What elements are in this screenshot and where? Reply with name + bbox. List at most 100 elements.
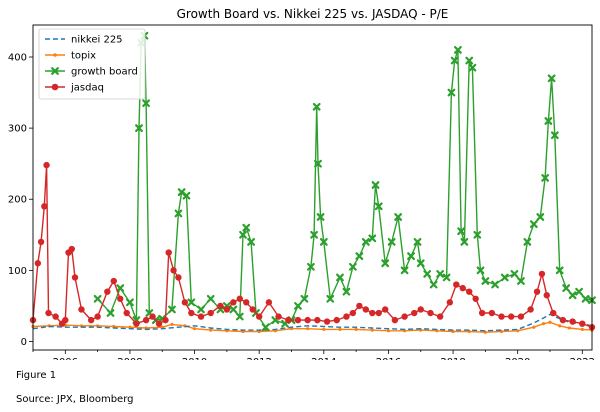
point-jasdaq [579, 320, 586, 327]
point-jasdaq [87, 316, 95, 324]
x-tick-label-2010: 2010 [182, 357, 207, 360]
point-jasdaq [104, 288, 111, 295]
point-jasdaq [123, 309, 130, 317]
point-jasdaq [165, 249, 172, 256]
y-tick-label-0: 0 [21, 337, 27, 348]
legend-label-jasdaq: jasdaq [70, 83, 104, 94]
legend-label-topix: topix [71, 51, 96, 62]
point-growth-board [394, 213, 403, 221]
point-growth-board [544, 117, 553, 125]
point-jasdaq [181, 299, 189, 306]
x-tick-label-2022: 2022 [570, 357, 595, 360]
y-tick-label-300: 300 [8, 124, 27, 135]
point-topix [209, 328, 213, 332]
plot-frame [32, 24, 593, 351]
point-growth-board [447, 88, 456, 97]
point-growth-board [126, 298, 134, 307]
point-jasdaq [294, 316, 302, 324]
point-jasdaq [37, 238, 45, 246]
point-growth-board [416, 259, 425, 268]
source-label: Source: JPX, Bloomberg [16, 394, 134, 405]
point-jasdaq [155, 320, 163, 327]
point-jasdaq [527, 306, 534, 313]
point-growth-board [450, 56, 459, 65]
point-jasdaq [333, 316, 340, 324]
point-jasdaq [43, 161, 50, 169]
point-growth-board [239, 230, 247, 239]
point-growth-board [413, 238, 422, 246]
point-topix [532, 325, 536, 329]
point-jasdaq [175, 274, 182, 281]
point-jasdaq [314, 316, 321, 324]
point-growth-board [481, 277, 490, 285]
point-growth-board [242, 223, 251, 232]
point-jasdaq [117, 295, 124, 302]
point-topix [386, 329, 391, 333]
point-growth-board [460, 238, 469, 246]
chart-title: Growth Board vs. Nikkei 225 vs. JASDAQ -… [177, 7, 449, 21]
point-growth-board [247, 238, 256, 246]
point-growth-board [355, 252, 364, 261]
point-jasdaq [255, 313, 263, 320]
series-line-nikkei-225 [33, 313, 592, 332]
point-topix [306, 327, 310, 331]
point-growth-board [187, 298, 196, 307]
x-tick-label-2016: 2016 [376, 357, 401, 360]
legend-marker-jasdaq [51, 83, 59, 91]
point-growth-board [374, 202, 383, 211]
point-growth-board [310, 230, 319, 239]
point-jasdaq [71, 274, 79, 281]
legend-label-growth-board: growth board [71, 67, 138, 78]
point-growth-board [491, 280, 499, 289]
point-jasdaq [275, 313, 282, 320]
point-jasdaq [478, 309, 486, 317]
point-growth-board [562, 284, 571, 293]
legend-label-nikkei-225: nikkei 225 [71, 35, 123, 46]
point-jasdaq [142, 316, 150, 324]
point-jasdaq [375, 309, 382, 317]
point-jasdaq [68, 245, 75, 253]
x-tick-label-2008: 2008 [117, 357, 142, 360]
legend-box [38, 28, 146, 100]
point-jasdaq [52, 313, 59, 320]
point-topix [192, 327, 197, 331]
point-growth-board [368, 234, 377, 243]
point-jasdaq [188, 309, 195, 317]
point-jasdaq [349, 309, 357, 317]
point-jasdaq [230, 299, 237, 306]
point-jasdaq [382, 306, 389, 313]
point-jasdaq [34, 260, 42, 267]
point-growth-board [442, 273, 451, 282]
point-jasdaq [249, 306, 256, 313]
point-growth-board [326, 294, 335, 303]
point-jasdaq [356, 302, 363, 310]
point-growth-board [457, 227, 466, 236]
series-line-topix [33, 321, 592, 333]
point-topix [541, 322, 546, 326]
point-jasdaq [498, 313, 505, 320]
point-jasdaq [401, 313, 408, 320]
chart-svg: Growth Board vs. Nikkei 225 vs. JASDAQ -… [8, 7, 596, 368]
point-jasdaq [427, 309, 434, 317]
point-growth-board [468, 63, 477, 72]
point-growth-board [206, 294, 215, 303]
point-growth-board [555, 266, 564, 275]
point-growth-board [135, 124, 143, 133]
y-tick-label-400: 400 [8, 53, 27, 64]
point-jasdaq [559, 316, 567, 324]
point-topix [370, 328, 374, 332]
point-jasdaq [45, 309, 52, 317]
point-growth-board [381, 259, 390, 268]
point-jasdaq [446, 299, 454, 306]
point-topix [170, 322, 174, 326]
point-growth-board [400, 266, 409, 275]
point-growth-board [174, 209, 183, 218]
point-growth-board [316, 213, 325, 221]
point-jasdaq [411, 309, 418, 317]
point-jasdaq [453, 281, 460, 288]
point-growth-board [314, 159, 322, 168]
point-growth-board [568, 291, 577, 300]
point-jasdaq [62, 316, 69, 324]
point-jasdaq [285, 316, 292, 324]
point-growth-board [197, 305, 205, 314]
